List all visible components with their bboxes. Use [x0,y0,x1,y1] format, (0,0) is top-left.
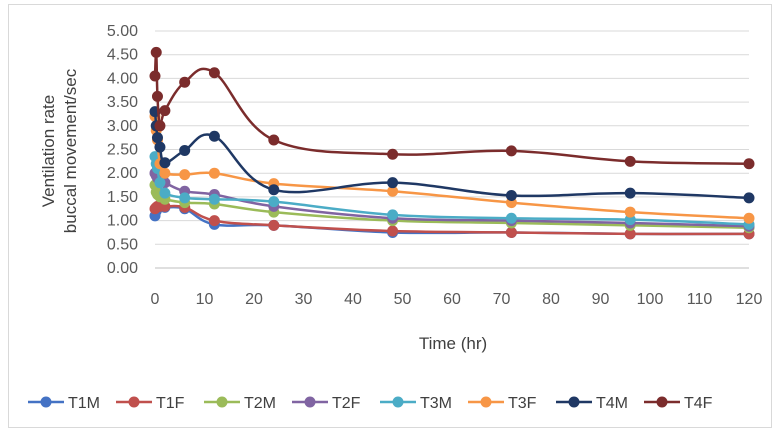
data-point-t4m [387,177,399,189]
y-tick-label: 1.00 [107,213,138,230]
data-point-t4m [624,187,636,199]
x-tick-label: 40 [344,291,362,308]
data-point-t3m [154,177,166,189]
x-tick-label: 50 [394,291,412,308]
data-point-t4f [151,90,163,102]
data-point-t4f [154,120,166,132]
y-tick-label: 0.00 [107,260,138,277]
y-tick-label: 3.00 [107,118,138,135]
legend-marker [216,396,228,408]
data-point-t4f [208,67,220,79]
legend-marker [304,396,316,408]
legend-marker [128,396,140,408]
y-tick-label: 3.50 [107,94,138,111]
data-point-t4m [268,184,280,196]
data-point-t4m [159,157,171,169]
legend-label: T4F [684,395,713,412]
data-point-t3m [208,193,220,205]
data-point-t4m [154,141,166,153]
y-tick-label: 5.00 [107,23,138,40]
data-point-t4f [268,134,280,146]
data-point-t3f [179,169,191,181]
legend-marker [480,396,492,408]
data-point-t3m [179,192,191,204]
legend-label: T4M [596,395,628,412]
x-tick-label: 90 [592,291,610,308]
data-point-t4m [151,132,163,144]
data-point-t4f [505,145,517,157]
data-point-t3m [505,212,517,224]
data-point-t4f [179,76,191,88]
data-point-t3m [159,187,171,199]
x-tick-label: 80 [542,291,560,308]
data-point-t4f [743,158,755,170]
legend-label: T2M [244,395,276,412]
data-point-t3m [624,214,636,226]
legend-label: T1F [156,395,185,412]
data-point-t1f [208,215,220,227]
legend-label: T3F [508,395,537,412]
y-tick-label: 2.00 [107,165,138,182]
x-tick-label: 70 [493,291,511,308]
data-point-t1f [387,225,399,237]
data-point-t4f [387,148,399,160]
x-tick-label: 0 [151,291,160,308]
data-point-t4f [150,46,162,58]
data-point-t1f [268,219,280,231]
data-point-t4m [208,130,220,142]
x-tick-label: 60 [443,291,461,308]
y-axis-title: Ventilation rate buccal movement/sec [39,68,80,233]
data-point-t3f [208,167,220,179]
legend-label: T2F [332,395,361,412]
data-point-t3f [624,206,636,218]
data-point-t4m [179,144,191,156]
data-point-t3f [743,212,755,224]
data-point-t3m [268,196,280,208]
y-tick-label: 0.50 [107,236,138,253]
series-line-t4f [153,50,750,165]
x-tick-label: 120 [736,291,763,308]
data-point-t1f [624,228,636,240]
x-axis-title: Time (hr) [419,334,487,353]
series-line-t3f [153,116,750,220]
data-point-t4f [159,105,171,117]
y-tick-label: 4.50 [107,47,138,64]
data-point-t3m [387,209,399,221]
x-tick-label: 20 [245,291,263,308]
legend-marker [392,396,404,408]
data-point-t4m [743,192,755,204]
y-tick-label: 1.50 [107,189,138,206]
legend-marker [656,396,668,408]
series-line-t4m [153,111,750,200]
x-tick-label: 110 [687,291,713,308]
x-tick-label: 100 [637,291,664,308]
y-axis-title-line: buccal movement/sec [61,68,80,233]
data-point-t1f [505,226,517,238]
y-tick-label: 2.50 [107,142,138,159]
data-point-t3f [159,167,171,179]
data-point-t4f [149,70,161,82]
legend-label: T3M [420,395,452,412]
y-tick-label: 4.00 [107,70,138,87]
legend-label: T1M [68,395,100,412]
data-point-t4f [624,155,636,167]
data-point-t3f [387,185,399,197]
data-point-t4m [505,189,517,201]
y-axis-title-line: Ventilation rate [39,95,58,207]
x-tick-label: 10 [196,291,214,308]
x-tick-label: 30 [295,291,313,308]
legend-marker [568,396,580,408]
legend-marker [40,396,52,408]
